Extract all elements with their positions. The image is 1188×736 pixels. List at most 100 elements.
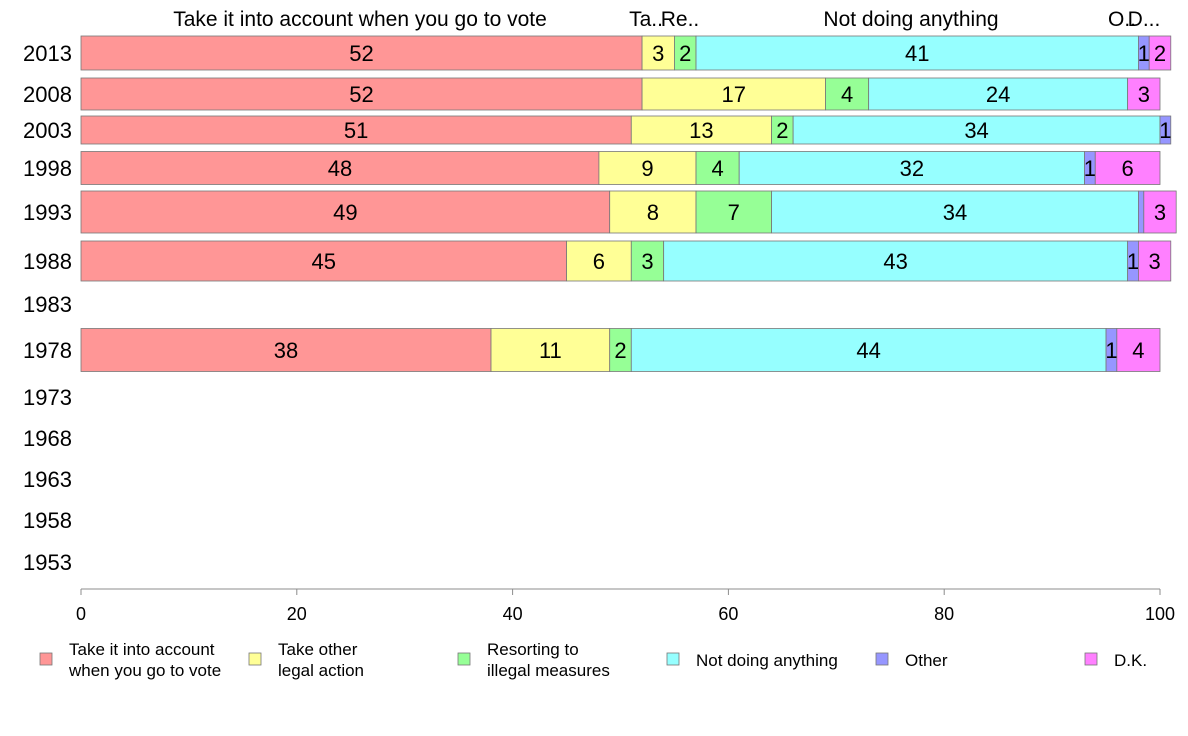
bar-segment (825, 77, 870, 111)
top-label: O.. (1108, 8, 1136, 31)
legend-label: Take it into account (69, 640, 215, 659)
bar-segment (630, 240, 665, 282)
bar-segment (1148, 35, 1172, 71)
bar-segment (80, 190, 611, 234)
x-tick-label: 20 (287, 604, 307, 624)
bar-segment (1143, 190, 1177, 234)
bar-segment (566, 240, 632, 282)
legend-label: Resorting to (487, 640, 579, 659)
y-tick-label: 1983 (23, 292, 72, 317)
bar-segment (609, 190, 697, 234)
y-tick-label: 1978 (23, 338, 72, 363)
bars: 52 3 2 41 1 252 17 4 24 351 13 2 34 148 9 4 32 1 649 8 7 34 34… (80, 35, 1177, 372)
legend-swatch (875, 652, 889, 666)
data-label: 11 (539, 338, 562, 363)
bar-segment (695, 190, 772, 234)
legend-label: Take other (278, 640, 358, 659)
y-tick-label: 1993 (23, 200, 72, 225)
data-label: 24 (986, 82, 1010, 107)
y-tick-label: 2008 (23, 82, 72, 107)
bar-segment (1138, 240, 1172, 282)
data-label: 4 (711, 156, 723, 181)
y-tick-label: 1968 (23, 426, 72, 451)
top-label: Re.. (661, 8, 700, 31)
bar-segment (1159, 115, 1172, 145)
y-tick-label: 1998 (23, 156, 72, 181)
legend-swatch (1084, 652, 1098, 666)
data-label: 1 (1127, 249, 1139, 274)
data-label: 4 (1132, 338, 1144, 363)
data-label: 1 (1159, 118, 1171, 143)
data-label: 43 (883, 249, 907, 274)
y-tick-label: 1988 (23, 249, 72, 274)
y-tick-label: 2003 (23, 118, 72, 143)
legend-label: when you go to vote (68, 661, 221, 680)
bar-segment (1127, 77, 1161, 111)
data-label: 45 (312, 249, 336, 274)
legend: Take it into account when you go to vote T… (39, 640, 1147, 680)
data-label: 6 (1122, 156, 1134, 181)
data-label: 1 (1084, 156, 1096, 181)
bar-segment (641, 77, 826, 111)
bar-segment (630, 328, 1107, 372)
data-label: 52 (349, 82, 373, 107)
top-label: Ta.. (629, 8, 663, 31)
data-label: 3 (1138, 82, 1150, 107)
data-label: 48 (328, 156, 352, 181)
data-label: 2 (679, 41, 691, 66)
data-label: 4 (841, 82, 853, 107)
data-label: 17 (722, 82, 746, 107)
y-tick-label: 2013 (23, 41, 72, 66)
bar-segment (1094, 151, 1161, 185)
top-label: Not doing anything (823, 8, 998, 31)
x-tick-label: 100 (1145, 604, 1175, 624)
legend-swatch (248, 652, 262, 666)
top-label: Take it into account when you go to vote (173, 8, 547, 31)
data-label: 34 (964, 118, 988, 143)
data-label: 34 (943, 200, 967, 225)
legend-label: legal action (278, 661, 364, 680)
x-tick-label: 60 (718, 604, 738, 624)
top-labels: Take it into account when you go to vote… (173, 8, 1160, 31)
data-label: 44 (856, 338, 880, 363)
bar-segment (738, 151, 1085, 185)
x-axis: 0 20 40 60 80 100 (76, 588, 1175, 624)
bar-segment (792, 115, 1161, 145)
bar-segment (1116, 328, 1161, 372)
legend-swatch (39, 652, 53, 666)
data-label: 2 (1154, 41, 1166, 66)
bar-segment (80, 151, 600, 185)
data-label: 3 (1148, 249, 1160, 274)
bar-segment (771, 190, 1139, 234)
data-label: 32 (900, 156, 924, 181)
bar-segment (630, 115, 772, 145)
x-tick-label: 0 (76, 604, 86, 624)
x-tick-label: 40 (503, 604, 523, 624)
bar-segment (80, 328, 492, 372)
bar-segment (641, 35, 675, 71)
legend-label: Not doing anything (696, 651, 838, 670)
data-label: 3 (1154, 200, 1166, 225)
data-label: 3 (641, 249, 653, 274)
data-label: 8 (647, 200, 659, 225)
data-label: 51 (344, 118, 368, 143)
legend-label: D.K. (1114, 651, 1147, 670)
bar-segment (80, 240, 567, 282)
data-label: 7 (728, 200, 740, 225)
legend-label: illegal measures (487, 661, 610, 680)
data-label: 2 (776, 118, 788, 143)
y-tick-label: 1973 (23, 385, 72, 410)
legend-swatch (457, 652, 471, 666)
data-label: 2 (614, 338, 626, 363)
data-label: 3 (652, 41, 664, 66)
data-label: 49 (333, 200, 357, 225)
data-label: 52 (349, 41, 373, 66)
y-axis: 2013 2008 2003 1998 1993 1988 1983 1978 1973 1968… (23, 41, 72, 575)
data-label: 38 (274, 338, 298, 363)
data-label: 1 (1138, 41, 1150, 66)
legend-swatch (666, 652, 680, 666)
y-tick-label: 1963 (23, 467, 72, 492)
legend-label: Other (905, 651, 948, 670)
bar-segment (80, 77, 643, 111)
